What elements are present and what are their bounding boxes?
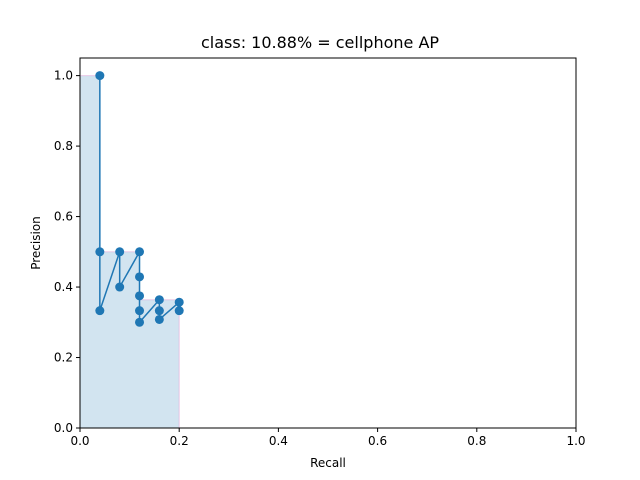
data-point	[135, 317, 145, 327]
data-point	[154, 295, 164, 305]
chart-title: class: 10.88% = cellphone AP	[201, 33, 439, 52]
data-point	[154, 306, 164, 316]
data-point	[115, 282, 125, 292]
y-axis-ticks: 0.0 0.2 0.4 0.6 0.8 1.0	[54, 69, 80, 435]
data-point	[135, 291, 145, 301]
data-point	[95, 247, 105, 257]
y-tick-label: 1.0	[54, 69, 73, 83]
y-tick-label: 0.4	[54, 280, 73, 294]
y-tick-label: 0.2	[54, 351, 73, 365]
y-tick-label: 0.8	[54, 139, 73, 153]
x-axis-ticks: 0.0 0.2 0.4 0.6 0.8 1.0	[70, 428, 586, 448]
precision-marker-layer	[95, 71, 184, 327]
y-axis-label: Precision	[29, 216, 43, 270]
data-point	[154, 314, 164, 324]
x-tick-label: 0.4	[269, 434, 288, 448]
plot-frame	[79, 57, 577, 429]
data-point	[135, 306, 145, 316]
data-point	[95, 71, 105, 81]
data-point	[174, 297, 184, 307]
precision-area-layer	[79, 75, 180, 429]
data-point	[174, 306, 184, 316]
precision-area	[79, 75, 180, 429]
data-point	[95, 306, 105, 316]
data-point	[135, 247, 145, 257]
data-point	[135, 272, 145, 282]
x-tick-label: 0.8	[467, 434, 486, 448]
y-tick-label: 0.0	[54, 421, 73, 435]
x-tick-label: 0.2	[170, 434, 189, 448]
x-tick-label: 0.0	[70, 434, 89, 448]
data-point	[115, 247, 125, 257]
x-axis-label: Recall	[310, 456, 346, 470]
y-tick-label: 0.6	[54, 210, 73, 224]
x-tick-label: 1.0	[566, 434, 585, 448]
x-tick-label: 0.6	[368, 434, 387, 448]
